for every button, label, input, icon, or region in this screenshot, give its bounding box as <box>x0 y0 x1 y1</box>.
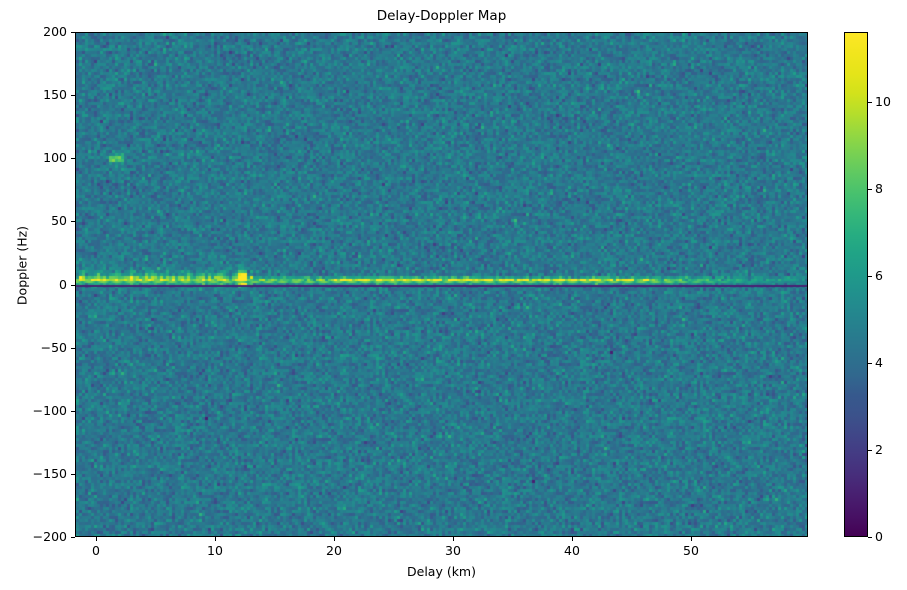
y-tick-label: −150 <box>32 466 67 481</box>
x-tick-label: 50 <box>683 543 699 558</box>
x-tick-mark <box>453 537 454 541</box>
y-tick-mark <box>71 348 75 349</box>
y-tick-mark <box>71 411 75 412</box>
y-tick-label: 150 <box>43 87 67 102</box>
y-tick-label: 50 <box>51 213 67 228</box>
y-tick-mark <box>71 221 75 222</box>
x-tick-mark <box>96 537 97 541</box>
colorbar-tick-label: 6 <box>875 268 883 283</box>
colorbar-tick-mark <box>868 537 872 538</box>
colorbar-tick-mark <box>868 102 872 103</box>
y-tick-label: 200 <box>43 24 67 39</box>
colorbar-tick-label: 10 <box>875 94 891 109</box>
x-axis-label: Delay (km) <box>407 564 476 579</box>
colorbar-tick-mark <box>868 276 872 277</box>
x-tick-mark <box>572 537 573 541</box>
colorbar-tick-mark <box>868 450 872 451</box>
x-tick-label: 0 <box>92 543 100 558</box>
x-tick-mark <box>691 537 692 541</box>
y-tick-mark <box>71 95 75 96</box>
y-tick-label: 100 <box>43 150 67 165</box>
y-tick-mark <box>71 32 75 33</box>
y-tick-mark <box>71 158 75 159</box>
x-tick-label: 20 <box>326 543 342 558</box>
x-tick-label: 30 <box>445 543 461 558</box>
y-tick-label: −200 <box>32 529 67 544</box>
colorbar-tick-mark <box>868 189 872 190</box>
colorbar-tick-label: 4 <box>875 355 883 370</box>
colorbar-tick-mark <box>868 363 872 364</box>
y-tick-label: −100 <box>32 403 67 418</box>
y-tick-mark <box>71 474 75 475</box>
y-tick-label: 0 <box>59 277 67 292</box>
colorbar-tick-label: 2 <box>875 442 883 457</box>
x-tick-label: 10 <box>207 543 223 558</box>
heatmap-axes <box>75 32 808 537</box>
x-tick-mark <box>215 537 216 541</box>
delay-doppler-heatmap <box>76 33 807 536</box>
y-tick-mark <box>71 285 75 286</box>
page-title: Delay-Doppler Map <box>376 8 507 24</box>
y-tick-mark <box>71 537 75 538</box>
colorbar-tick-label: 8 <box>875 181 883 196</box>
x-tick-mark <box>334 537 335 541</box>
x-tick-label: 40 <box>564 543 580 558</box>
y-axis-label: Doppler (Hz) <box>14 225 30 306</box>
colorbar <box>844 32 868 537</box>
colorbar-tick-label: 0 <box>875 529 883 544</box>
y-tick-label: −50 <box>40 340 67 355</box>
